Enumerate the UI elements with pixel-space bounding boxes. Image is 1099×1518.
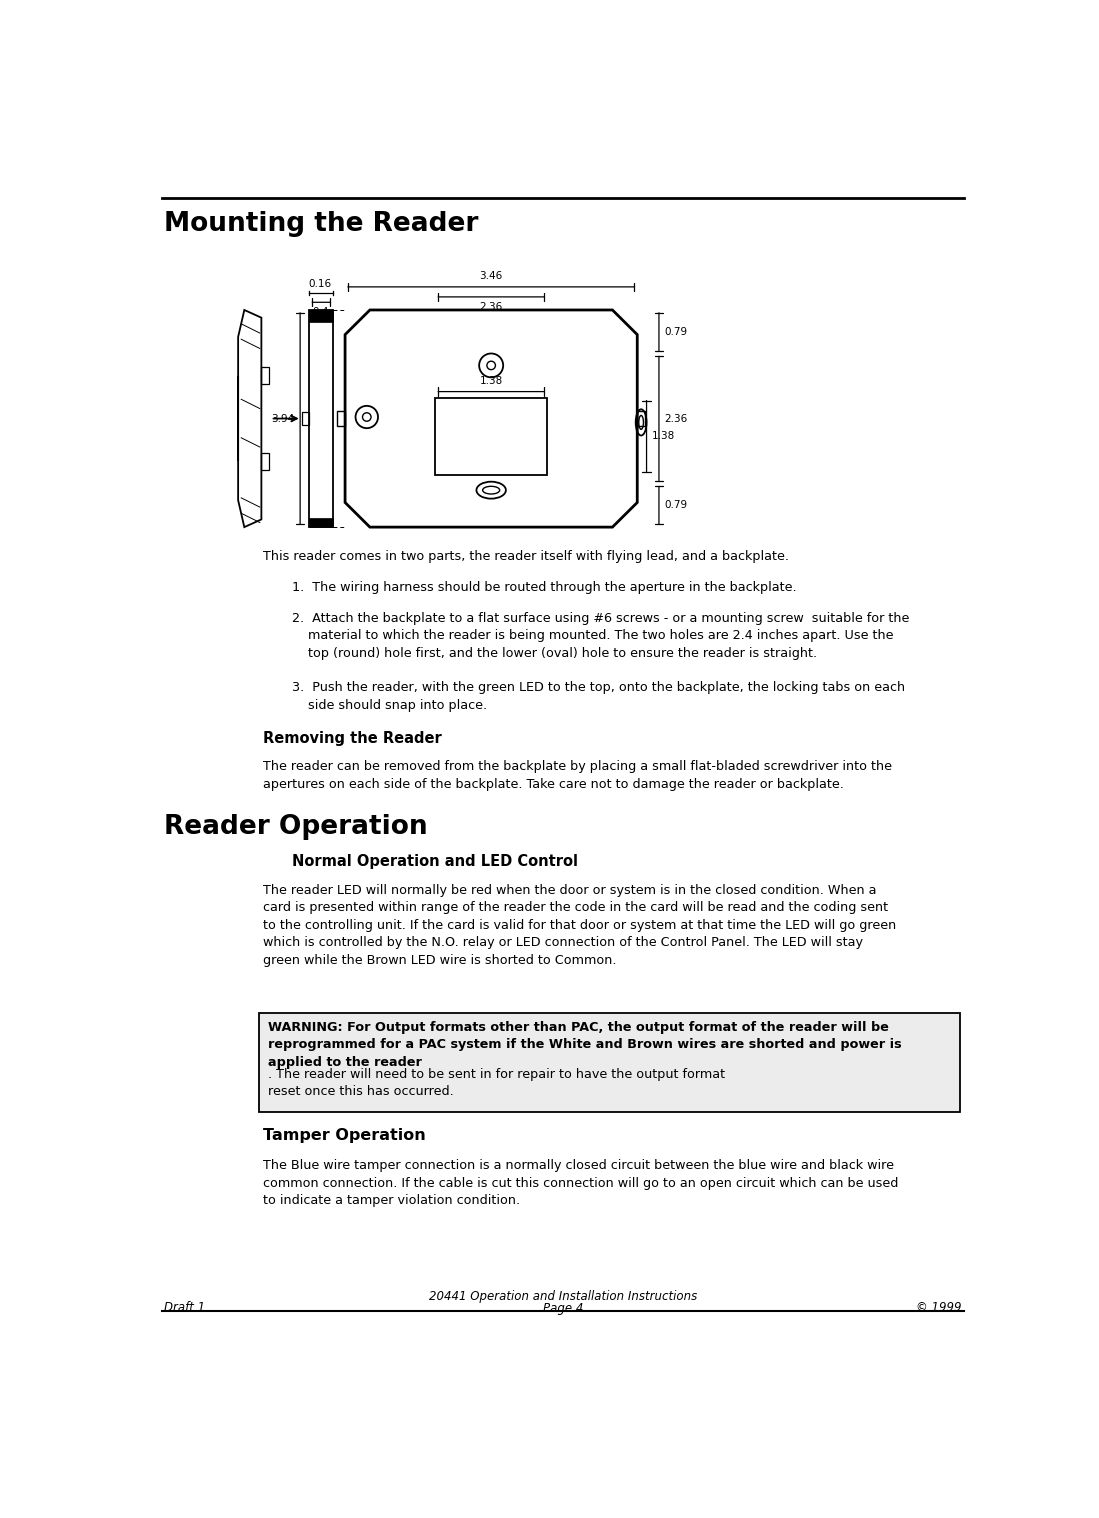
Text: The reader can be removed from the backplate by placing a small flat-bladed scre: The reader can be removed from the backp… [263, 761, 892, 791]
Text: . The reader will need to be sent in for repair to have the output format
reset : . The reader will need to be sent in for… [268, 1067, 725, 1098]
Text: WARNING: For Output formats other than PAC, the output format of the reader will: WARNING: For Output formats other than P… [268, 1020, 902, 1069]
Text: Removing the Reader: Removing the Reader [263, 732, 442, 747]
Text: Draft 1: Draft 1 [165, 1301, 206, 1315]
Text: 2.  Attach the backplate to a flat surface using #6 screws - or a mounting screw: 2. Attach the backplate to a flat surfac… [292, 612, 910, 660]
Bar [259, 1013, 961, 1111]
Bar [637, 411, 645, 427]
Text: Reader Operation: Reader Operation [165, 814, 429, 841]
Bar [337, 411, 345, 427]
Text: The Blue wire tamper connection is a normally closed circuit between the blue wi: The Blue wire tamper connection is a nor… [263, 1160, 898, 1207]
Text: 0.79: 0.79 [665, 501, 688, 510]
Text: 20441 Operation and Installation Instructions: 20441 Operation and Installation Instruc… [429, 1290, 698, 1304]
Text: 1.38: 1.38 [479, 376, 502, 386]
Bar [310, 518, 333, 527]
Text: Normal Operation and LED Control: Normal Operation and LED Control [292, 855, 578, 870]
Text: Tamper Operation: Tamper Operation [263, 1128, 425, 1143]
Bar [262, 367, 269, 384]
Text: © 1999: © 1999 [917, 1301, 962, 1315]
Text: 2.36: 2.36 [479, 302, 502, 313]
Text: 2.36: 2.36 [665, 413, 688, 424]
Text: Page 4: Page 4 [543, 1302, 584, 1315]
Bar [262, 454, 269, 471]
Text: The reader LED will normally be red when the door or system is in the closed con: The reader LED will normally be red when… [263, 883, 896, 967]
Bar [310, 310, 333, 527]
Text: 0.16: 0.16 [309, 279, 332, 290]
Text: 0.79: 0.79 [665, 326, 688, 337]
Bar [301, 411, 310, 425]
Text: 3.  Push the reader, with the green LED to the top, onto the backplate, the lock: 3. Push the reader, with the green LED t… [292, 682, 906, 712]
Bar [435, 398, 547, 475]
Text: 1.38: 1.38 [652, 431, 675, 442]
Text: 3.94: 3.94 [271, 413, 295, 424]
Text: 0.4: 0.4 [313, 307, 330, 317]
Text: Mounting the Reader: Mounting the Reader [165, 211, 479, 237]
Text: 1.  The wiring harness should be routed through the aperture in the backplate.: 1. The wiring harness should be routed t… [292, 581, 797, 594]
Bar [310, 310, 333, 322]
Text: This reader comes in two parts, the reader itself with flying lead, and a backpl: This reader comes in two parts, the read… [263, 550, 789, 563]
Text: 3.46: 3.46 [479, 272, 502, 281]
